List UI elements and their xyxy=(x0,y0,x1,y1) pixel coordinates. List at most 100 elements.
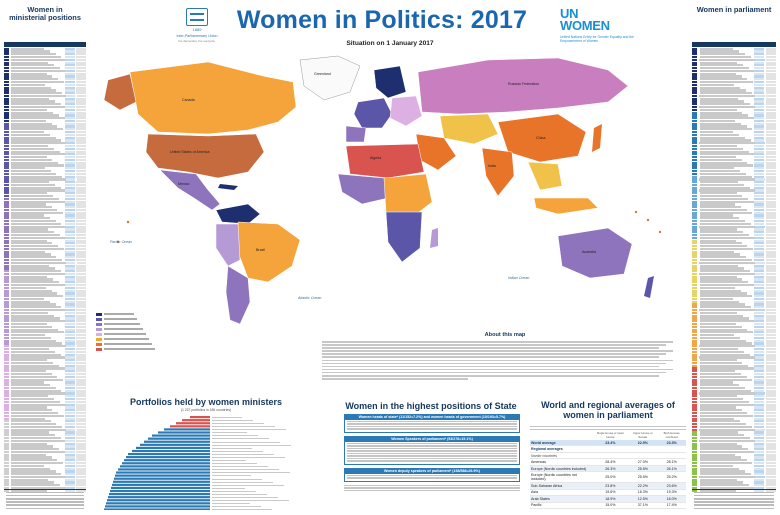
ranking-row xyxy=(692,78,776,81)
ranking-row xyxy=(692,320,776,323)
portfolio-label xyxy=(212,434,312,438)
ranking-row xyxy=(692,467,776,470)
ranking-row xyxy=(692,164,776,167)
ranking-row xyxy=(4,83,86,86)
country-label-canada: Canada xyxy=(182,98,195,102)
ranking-row xyxy=(692,169,776,173)
portfolio-bar xyxy=(112,483,210,486)
ranking-row xyxy=(692,97,776,100)
portfolio-bar xyxy=(176,422,210,425)
ranking-row xyxy=(692,456,776,459)
ranking-row xyxy=(4,359,86,362)
ranking-row xyxy=(692,214,776,217)
ranking-row xyxy=(692,400,776,403)
ranking-row xyxy=(4,381,86,384)
ranking-row xyxy=(692,409,776,412)
ranking-row xyxy=(692,406,776,409)
portfolio-label xyxy=(212,431,312,435)
ranking-row xyxy=(692,389,776,392)
indonesia xyxy=(533,197,599,215)
new-zealand xyxy=(644,276,654,298)
ranking-row xyxy=(692,459,776,462)
madagascar xyxy=(430,228,438,248)
ranking-row xyxy=(4,92,86,95)
ranking-row xyxy=(4,108,86,111)
ranking-row xyxy=(692,161,776,164)
portfolio-bar xyxy=(106,502,210,505)
ranking-row xyxy=(4,50,86,53)
parliament-ranking-table xyxy=(692,42,777,492)
ranking-row xyxy=(4,428,86,431)
ipu-year: 1889 xyxy=(192,27,202,32)
portfolio-bar xyxy=(107,499,210,502)
ranking-row xyxy=(692,359,776,362)
table-row: Europe (Nordic countries not included) 25… xyxy=(530,471,686,484)
ranking-row xyxy=(4,220,86,223)
ranking-row xyxy=(4,281,86,284)
ocean-label-indian: Indian Ocean xyxy=(508,276,530,280)
ranking-row xyxy=(4,364,86,367)
ranking-row xyxy=(692,50,776,53)
ranking-row xyxy=(692,236,776,239)
ranking-row xyxy=(692,83,776,86)
ranking-row xyxy=(692,86,776,89)
ranking-row xyxy=(4,309,86,312)
ranking-row xyxy=(4,106,87,109)
nordic xyxy=(373,65,407,99)
portfolio-bar xyxy=(120,465,210,468)
country-label-russia: Russian Federation xyxy=(508,82,540,86)
ranking-row xyxy=(692,53,776,56)
southern-africa xyxy=(385,211,423,263)
ranking-row xyxy=(692,278,776,281)
ranking-row xyxy=(4,378,86,381)
ranking-row xyxy=(4,206,86,209)
portfolio-label xyxy=(212,446,312,450)
ranking-row xyxy=(4,169,86,173)
portfolio-label xyxy=(212,428,312,432)
ranking-row xyxy=(692,133,776,136)
ranking-row xyxy=(4,133,86,136)
ranking-row xyxy=(4,361,86,365)
ranking-row xyxy=(4,256,86,259)
ranking-row xyxy=(692,378,776,381)
table-row: Asia 19.6% 16.3% 19.3% xyxy=(530,489,686,497)
legend-entry xyxy=(96,327,162,331)
portfolio-label xyxy=(212,502,312,506)
legend-swatch xyxy=(96,332,102,336)
ranking-row xyxy=(692,470,776,473)
regional-title: World and regional averages of women in … xyxy=(541,400,675,420)
about-this-map: About this map xyxy=(322,332,688,381)
ranking-row xyxy=(692,197,776,200)
north-africa xyxy=(345,143,425,179)
ranking-row xyxy=(692,367,776,370)
ranking-row xyxy=(692,150,776,153)
ranking-row xyxy=(692,125,776,128)
ranking-row xyxy=(692,239,776,242)
ranking-row xyxy=(692,381,776,384)
country-label-greenland: Greenland xyxy=(314,72,331,76)
ranking-row xyxy=(4,320,86,323)
ranking-row xyxy=(692,272,776,276)
portfolio-bar xyxy=(182,419,210,422)
ranking-row xyxy=(4,136,86,139)
ranking-row xyxy=(692,364,776,367)
ranking-row xyxy=(4,303,86,306)
ranking-row xyxy=(692,414,776,417)
ranking-row xyxy=(4,431,86,434)
ranking-row xyxy=(692,47,776,50)
ranking-row xyxy=(692,233,776,237)
about-title: About this map xyxy=(484,332,526,338)
portfolio-label xyxy=(212,496,312,500)
ranking-row xyxy=(4,122,86,125)
ranking-row xyxy=(692,423,776,426)
ranking-row xyxy=(4,322,86,326)
portfolio-label xyxy=(212,508,312,512)
legend-swatch xyxy=(96,347,102,351)
ranking-row xyxy=(4,97,86,100)
ranking-row xyxy=(4,156,86,159)
ranking-row xyxy=(4,464,86,467)
ranking-row xyxy=(4,417,86,420)
ranking-row xyxy=(4,94,86,98)
ranking-row xyxy=(4,139,86,142)
portfolio-label xyxy=(212,452,312,457)
